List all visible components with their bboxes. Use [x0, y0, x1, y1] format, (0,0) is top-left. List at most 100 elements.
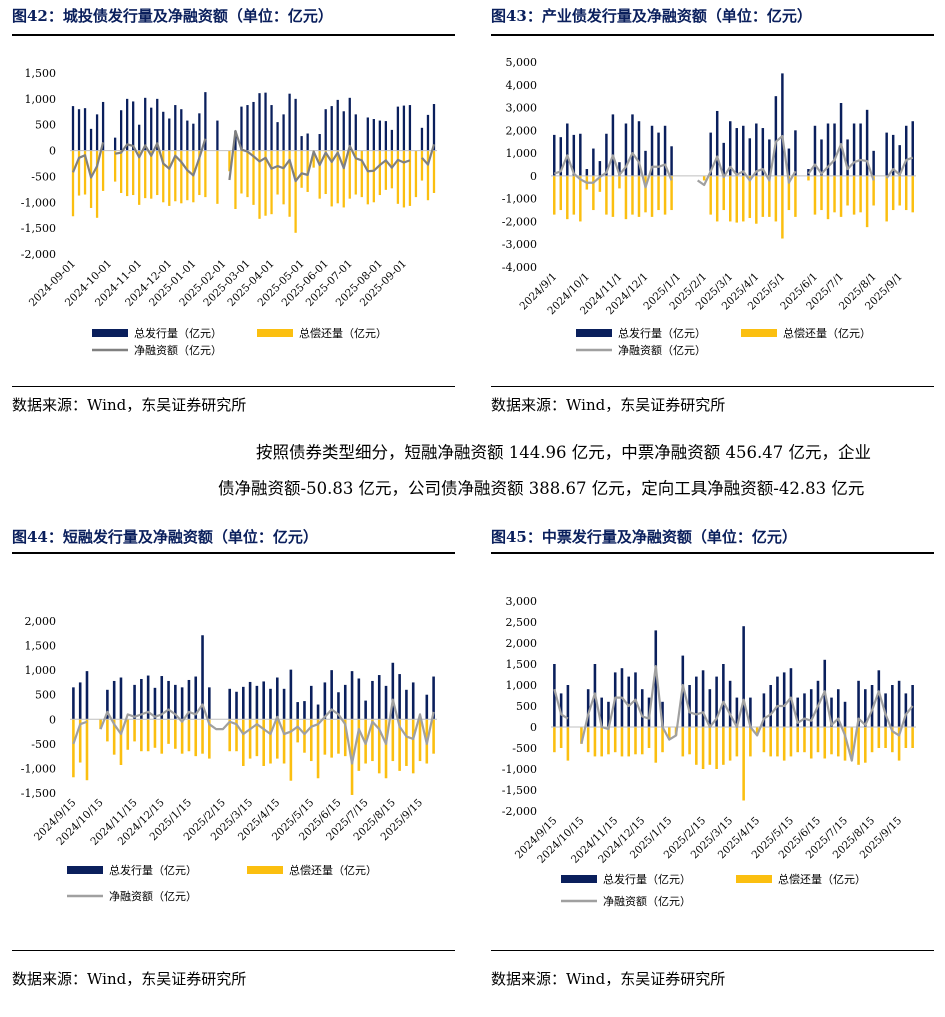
- repayment-bar: [408, 150, 412, 206]
- issuance-bar: [262, 681, 265, 720]
- issuance-bar: [242, 686, 245, 720]
- issuance-bar: [288, 93, 291, 151]
- issuance-bar: [306, 133, 309, 151]
- repayment-bar: [276, 150, 279, 195]
- repayment-bar: [140, 719, 143, 752]
- issuance-bar: [343, 684, 347, 720]
- issuance-bar: [769, 685, 772, 727]
- net-financing-line: [228, 129, 411, 183]
- repayment-bar: [194, 719, 198, 757]
- repayment-bar: [99, 719, 102, 730]
- y-tick-label: 0: [49, 145, 56, 158]
- y-tick-label: 2,000: [25, 615, 57, 628]
- source-note: 数据来源：Wind，东吴证券研究所: [12, 970, 247, 988]
- repayment-bar: [884, 727, 887, 748]
- repayment-bar: [156, 150, 159, 196]
- issuance-bar: [857, 680, 860, 727]
- y-tick-label: -2,000: [502, 805, 537, 818]
- issuance-bar: [432, 104, 436, 151]
- y-tick-label: 2,000: [506, 124, 538, 137]
- issuance-bar: [391, 662, 395, 720]
- y-tick-label: -500: [31, 170, 56, 183]
- issuance-bar: [872, 150, 875, 176]
- issuance-bar: [144, 97, 147, 151]
- repayment-bar: [634, 727, 637, 755]
- issuance-bar: [371, 680, 374, 720]
- repayment-bar: [296, 719, 299, 743]
- repayment-bar: [580, 727, 583, 744]
- issuance-bar: [275, 677, 279, 720]
- issuance-bar: [695, 676, 698, 727]
- issuance-bar: [859, 123, 862, 176]
- issuance-bar: [354, 114, 357, 151]
- issuance-bar: [350, 671, 354, 720]
- repayment-bar: [663, 175, 667, 215]
- y-tick-label: -500: [31, 738, 56, 751]
- y-tick-label: 0: [530, 721, 537, 734]
- repayment-bar: [742, 175, 745, 222]
- issuance-bar: [235, 691, 238, 720]
- y-tick-label: 1,000: [25, 93, 57, 106]
- repayment-bar: [695, 727, 698, 765]
- repayment-bars: [553, 175, 914, 239]
- legend-label-net: 净融资额（亿元）: [134, 343, 222, 357]
- chart-duanrong: -1,500-1,000-50005001,0001,5002,0002024/…: [21, 615, 437, 903]
- repayment-bar: [728, 727, 732, 761]
- repayment-bar: [661, 727, 664, 753]
- repayment-bar: [420, 150, 424, 181]
- issuance-bar: [566, 685, 570, 727]
- issuance-bar: [728, 680, 732, 727]
- issuance-bar: [276, 122, 279, 151]
- issuance-bar: [897, 680, 901, 727]
- issuance-bar: [803, 693, 806, 727]
- repayment-bar: [113, 150, 117, 182]
- repayment-bar: [877, 727, 881, 748]
- repayment-bar: [336, 150, 339, 204]
- issuance-bar: [300, 136, 303, 151]
- y-tick-label: 1,000: [506, 679, 538, 692]
- repayment-bar: [598, 175, 602, 192]
- issuance-bar: [826, 123, 830, 176]
- issuance-bar: [768, 139, 771, 176]
- repayment-bar: [735, 175, 738, 223]
- repayment-bar: [309, 719, 313, 762]
- issuance-bar: [372, 119, 375, 151]
- net-financing-line: [807, 142, 875, 181]
- repayment-bar: [715, 727, 718, 769]
- repayment-bar: [872, 175, 875, 206]
- y-tick-label: 1,500: [506, 658, 538, 671]
- issuance-bar: [318, 134, 321, 151]
- repayment-bar: [803, 727, 806, 753]
- repayment-bar: [119, 719, 123, 765]
- repayment-bar: [366, 150, 369, 205]
- issuance-bar: [248, 681, 252, 720]
- issuance-bar: [342, 111, 345, 151]
- issuance-bar: [830, 697, 833, 727]
- repayment-bar: [637, 175, 641, 217]
- issuance-bar: [865, 109, 869, 176]
- repayment-bar: [572, 175, 576, 215]
- issuance-bar: [836, 689, 840, 727]
- issuance-bar: [607, 701, 610, 727]
- issuance-bar: [246, 105, 249, 151]
- issuance-bar: [364, 700, 367, 720]
- repayment-bar: [755, 727, 759, 736]
- legend-label-repayment: 总偿还量（亿元）: [289, 863, 377, 877]
- issuance-bar: [722, 142, 725, 176]
- net-financing-line: [114, 138, 207, 177]
- issuance-bar: [722, 664, 725, 727]
- repayment-bar: [640, 727, 644, 755]
- repayment-bar: [343, 719, 347, 757]
- issuance-bar: [240, 106, 243, 151]
- issuance-bar: [586, 689, 590, 727]
- issuance-bar: [627, 676, 631, 727]
- source-rule: [491, 386, 934, 387]
- y-tick-label: 1,500: [25, 640, 57, 653]
- issuance-bar: [330, 670, 333, 720]
- issuance-bar: [701, 670, 705, 727]
- issuance-bar: [95, 114, 99, 151]
- repayment-bar: [559, 175, 563, 211]
- issuance-bar: [126, 98, 129, 151]
- repayment-bars: [71, 150, 436, 233]
- repayment-bar: [234, 150, 237, 210]
